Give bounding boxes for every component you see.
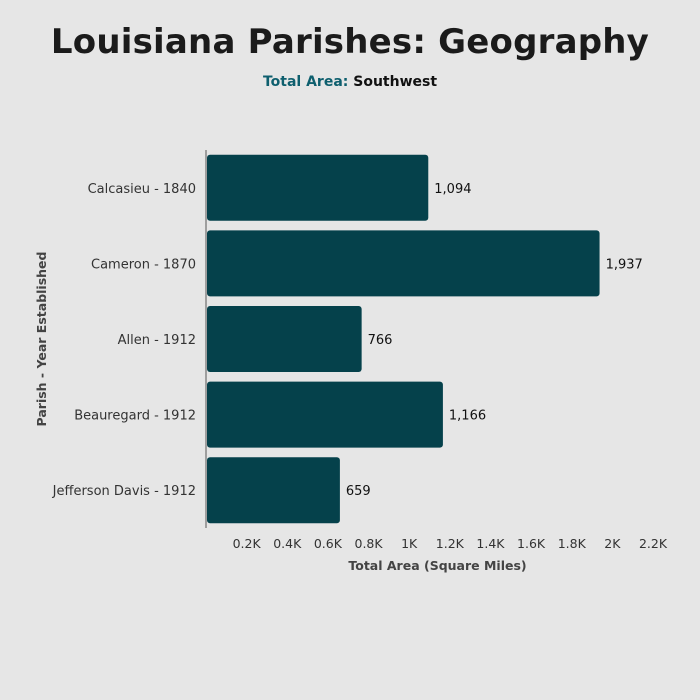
x-tick-label: 0.4K <box>273 536 302 551</box>
y-tick-label: Beauregard - 1912 <box>74 409 196 424</box>
x-tick-label: 1.8K <box>558 536 587 551</box>
data-label: 659 <box>346 484 371 499</box>
x-tick-label: 0.2K <box>233 536 262 551</box>
subtitle-region: Southwest <box>353 74 438 90</box>
chart-title: Louisiana Parishes: Geography <box>50 22 650 62</box>
data-label: 1,166 <box>449 409 486 424</box>
x-tick-label: 1.2K <box>436 536 465 551</box>
subtitle-lead: Total Area: <box>262 74 349 90</box>
bar <box>207 154 429 221</box>
x-tick-label: 0.6K <box>314 536 343 551</box>
data-label: 766 <box>368 333 393 348</box>
data-label: 1,937 <box>606 257 643 272</box>
x-tick-label: 2K <box>604 536 621 551</box>
x-tick-label: 1.6K <box>517 536 546 551</box>
x-axis-title: Total Area (Square Miles) <box>348 558 526 573</box>
y-tick-label: Jefferson Davis - 1912 <box>52 484 196 499</box>
data-label: 1,094 <box>434 182 471 197</box>
y-axis-title: Parish - Year Established <box>34 252 49 427</box>
bar <box>207 230 600 297</box>
bar <box>207 306 362 372</box>
chart-subtitle: Total Area: Southwest <box>0 74 700 90</box>
y-tick-label: Cameron - 1870 <box>91 257 196 272</box>
y-tick-label: Allen - 1912 <box>118 333 196 348</box>
y-tick-label: Calcasieu - 1840 <box>88 182 196 197</box>
x-tick-label: 2.2K <box>639 536 668 551</box>
x-tick-label: 0.8K <box>355 536 384 551</box>
x-tick-label: 1K <box>401 536 418 551</box>
bar <box>207 457 340 524</box>
bar <box>207 381 443 448</box>
x-tick-label: 1.4K <box>476 536 505 551</box>
